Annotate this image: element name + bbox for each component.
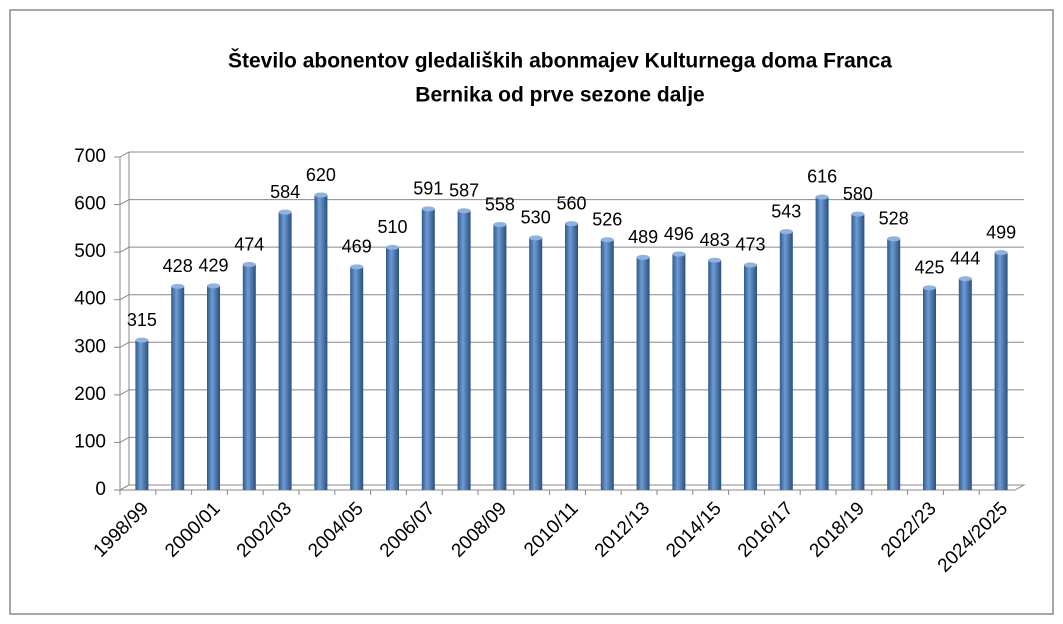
bar xyxy=(529,237,543,490)
bar xyxy=(207,285,220,490)
y-tick-label: 100 xyxy=(74,431,106,452)
data-label: 469 xyxy=(342,237,372,257)
bar xyxy=(171,286,185,490)
data-label: 543 xyxy=(771,201,801,221)
bar xyxy=(457,210,471,490)
bar-top xyxy=(278,209,292,215)
data-label: 425 xyxy=(914,258,944,278)
bar xyxy=(851,214,865,491)
data-label: 510 xyxy=(377,217,407,237)
data-label: 315 xyxy=(127,310,157,330)
bar-top xyxy=(135,337,149,343)
bar-top xyxy=(314,192,328,198)
data-label: 474 xyxy=(234,234,264,254)
bar xyxy=(565,223,578,490)
bar xyxy=(815,196,829,490)
bar xyxy=(421,208,435,491)
chart-title: Bernika od prve sezone dalje xyxy=(415,84,704,107)
grid-line xyxy=(119,436,130,443)
chart-title: Število abonentov gledaliških abonmajev … xyxy=(228,49,892,73)
data-label: 428 xyxy=(163,256,193,276)
grid-line xyxy=(119,246,130,253)
y-tick-label: 400 xyxy=(74,289,106,310)
grid-line xyxy=(119,294,130,301)
bar xyxy=(887,238,901,490)
bar-top xyxy=(421,206,435,212)
data-label: 558 xyxy=(485,194,515,214)
y-tick-label: 200 xyxy=(74,384,106,405)
grid-line xyxy=(119,199,130,206)
bar xyxy=(636,257,650,490)
data-label: 616 xyxy=(807,167,837,187)
data-label: 499 xyxy=(986,222,1016,242)
data-label: 580 xyxy=(843,184,873,204)
bar-top xyxy=(851,211,865,217)
bar xyxy=(994,252,1008,490)
bar xyxy=(278,212,292,490)
bar-top xyxy=(457,208,471,214)
data-label: 560 xyxy=(556,193,586,213)
data-label: 483 xyxy=(700,230,730,250)
bar-top xyxy=(386,244,399,250)
bar-top xyxy=(171,283,185,289)
data-label: 496 xyxy=(664,224,694,244)
grid-line xyxy=(119,389,130,396)
y-tick-label: 0 xyxy=(95,479,106,500)
bar xyxy=(135,340,149,490)
bar-top xyxy=(958,276,972,282)
data-label: 489 xyxy=(628,227,658,247)
bar-top xyxy=(636,254,650,260)
bar-top xyxy=(744,262,757,268)
bar xyxy=(600,239,614,490)
data-label: 444 xyxy=(950,249,980,269)
bar xyxy=(242,264,256,490)
bar-top xyxy=(923,285,936,291)
bar xyxy=(672,254,686,490)
bar xyxy=(958,278,972,490)
bar xyxy=(708,260,722,490)
data-label: 620 xyxy=(306,165,336,185)
bar-top xyxy=(994,250,1008,256)
data-label: 530 xyxy=(521,208,551,228)
y-tick-label: 700 xyxy=(74,146,106,167)
bar-top xyxy=(779,229,793,235)
data-label: 584 xyxy=(270,182,300,202)
data-label: 473 xyxy=(735,235,765,255)
data-label: 429 xyxy=(198,256,228,276)
bar xyxy=(923,287,936,490)
bar-top xyxy=(672,251,686,257)
bar-top xyxy=(708,257,722,263)
bar xyxy=(386,247,399,490)
y-tick-label: 600 xyxy=(74,194,106,215)
bar-top xyxy=(600,237,614,243)
y-tick-label: 500 xyxy=(74,241,106,262)
bar-top xyxy=(565,221,578,227)
bar xyxy=(779,231,793,491)
data-label: 526 xyxy=(592,210,622,230)
bar xyxy=(350,266,364,490)
bar-top xyxy=(242,262,256,268)
bar-top xyxy=(815,194,829,200)
bar-top xyxy=(887,236,901,242)
grid-line xyxy=(119,341,130,348)
y-tick-label: 300 xyxy=(74,336,106,357)
bar xyxy=(493,224,507,490)
bar-top xyxy=(350,264,364,270)
data-label: 587 xyxy=(449,181,479,201)
bar-top xyxy=(529,235,543,241)
bar-top xyxy=(493,222,507,228)
data-label: 528 xyxy=(879,209,909,229)
bar-top xyxy=(207,283,220,289)
bar xyxy=(744,264,757,490)
data-label: 591 xyxy=(413,179,443,199)
grid-line xyxy=(119,484,130,491)
grid-line xyxy=(119,151,130,158)
bar xyxy=(314,195,328,491)
